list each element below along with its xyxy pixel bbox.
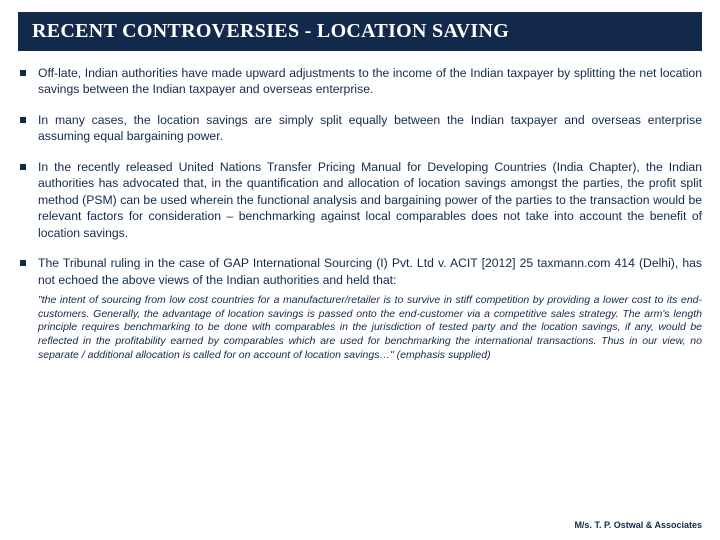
bullet-item: The Tribunal ruling in the case of GAP I… xyxy=(18,255,702,288)
bullet-item: In the recently released United Nations … xyxy=(18,159,702,241)
bullet-list: Off-late, Indian authorities have made u… xyxy=(18,65,702,288)
bullet-item: In many cases, the location savings are … xyxy=(18,112,702,145)
quote-block: "the intent of sourcing from low cost co… xyxy=(38,294,702,362)
square-bullet-icon xyxy=(20,260,26,266)
slide-title: RECENT CONTROVERSIES - LOCATION SAVING xyxy=(18,12,702,51)
bullet-text: Off-late, Indian authorities have made u… xyxy=(38,65,702,98)
square-bullet-icon xyxy=(20,117,26,123)
bullet-item: Off-late, Indian authorities have made u… xyxy=(18,65,702,98)
square-bullet-icon xyxy=(20,70,26,76)
bullet-text: In the recently released United Nations … xyxy=(38,159,702,241)
bullet-text: The Tribunal ruling in the case of GAP I… xyxy=(38,255,702,288)
square-bullet-icon xyxy=(20,164,26,170)
footer-attribution: M/s. T. P. Ostwal & Associates xyxy=(574,520,702,530)
bullet-text: In many cases, the location savings are … xyxy=(38,112,702,145)
